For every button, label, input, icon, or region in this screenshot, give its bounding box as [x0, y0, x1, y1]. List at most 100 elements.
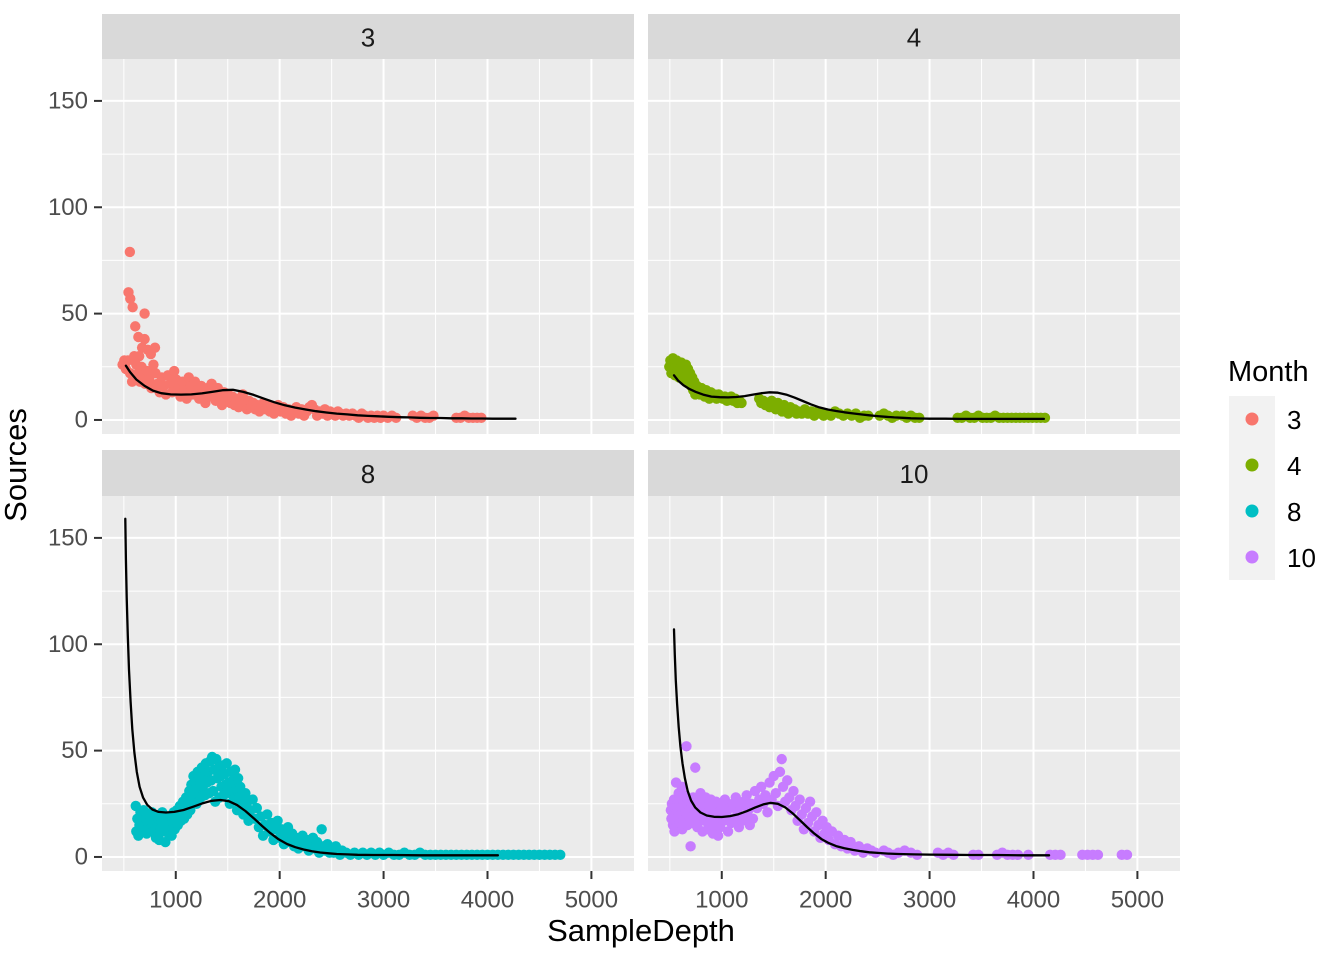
data-point	[782, 775, 793, 786]
data-point	[207, 785, 219, 797]
facet-4: 4	[648, 14, 1180, 434]
data-point	[1039, 412, 1051, 424]
panels-layer: 3 4 8 10	[102, 14, 1180, 871]
smooth-line	[124, 517, 500, 857]
axes-layer: 0 50 100 150 1000 2000 3000 4000 5000 0 50 100 150 10…	[48, 87, 1164, 913]
data-point	[124, 246, 136, 258]
panel-content	[665, 628, 1133, 861]
facet-strip-label: 10	[900, 459, 929, 489]
data-point	[555, 849, 566, 861]
data-point	[676, 781, 687, 792]
panel-background	[102, 59, 634, 434]
panel-content	[664, 353, 1051, 424]
data-point	[221, 758, 232, 769]
data-point	[770, 787, 782, 799]
x-tick-label: 5000	[565, 887, 618, 914]
data-point	[272, 815, 283, 827]
legend-item-label: 10	[1287, 543, 1316, 573]
y-tick-label: 100	[48, 631, 88, 658]
data-point	[160, 836, 171, 848]
data-point	[247, 794, 258, 805]
data-point	[794, 794, 805, 805]
facet-strip	[648, 14, 1180, 59]
legend-dot	[1245, 412, 1259, 426]
legend-dot	[1245, 504, 1259, 518]
y-tick-label: 100	[48, 194, 88, 221]
data-point	[144, 374, 155, 385]
legend-dot	[1245, 458, 1259, 472]
facet-strip-label: 4	[907, 23, 921, 53]
facet-strip	[102, 14, 634, 59]
data-point	[232, 773, 244, 784]
data-point	[756, 781, 767, 792]
data-point	[811, 807, 822, 818]
x-tick-label: 1000	[149, 887, 202, 914]
legend-item-label: 3	[1287, 405, 1301, 435]
data-point	[316, 824, 327, 835]
x-tick-label: 2000	[253, 887, 306, 914]
data-point	[712, 830, 724, 841]
legend-title: Month	[1228, 356, 1309, 388]
data-point	[762, 807, 773, 818]
y-tick-label: 50	[61, 737, 88, 764]
data-point	[139, 333, 150, 345]
x-tick-label: 4000	[1007, 887, 1060, 914]
y-tick-label: 150	[48, 87, 88, 114]
panel-background	[648, 59, 1180, 434]
data-point	[681, 741, 692, 752]
data-point	[148, 359, 159, 370]
data-point	[722, 826, 734, 837]
y-tick-label: 0	[75, 843, 88, 870]
legend-dot	[1245, 550, 1259, 564]
facet-strip	[648, 450, 1180, 496]
data-point	[141, 365, 153, 377]
x-tick-label: 3000	[903, 887, 956, 914]
x-tick-label: 1000	[695, 887, 748, 914]
facet-strip	[102, 450, 634, 496]
data-point	[139, 308, 150, 319]
x-tick-label: 2000	[799, 887, 852, 914]
data-point	[845, 836, 856, 848]
data-point	[736, 397, 747, 409]
data-point	[262, 809, 273, 820]
data-point	[741, 790, 752, 801]
y-tick-label: 0	[75, 406, 88, 433]
data-point	[804, 796, 816, 807]
data-point	[690, 762, 701, 773]
data-point	[1121, 849, 1133, 861]
y-axis-title: Sources	[0, 408, 33, 522]
data-point	[1055, 849, 1066, 861]
data-point	[127, 302, 138, 313]
data-point	[169, 365, 180, 377]
x-tick-label: 5000	[1111, 887, 1164, 914]
data-point	[229, 764, 241, 775]
data-point	[211, 753, 222, 765]
data-point	[730, 792, 742, 803]
data-point	[1092, 849, 1104, 861]
data-point	[685, 841, 696, 852]
facet-8: 8	[102, 450, 634, 871]
data-point	[240, 787, 251, 799]
facet-strip-label: 8	[361, 459, 375, 489]
x-axis-title: SampleDepth	[547, 913, 735, 948]
panel-content	[124, 517, 566, 861]
data-point	[776, 753, 787, 765]
data-point	[719, 794, 731, 805]
smooth-line	[672, 628, 1051, 857]
data-point	[129, 350, 140, 362]
data-point	[747, 813, 759, 824]
smooth-line	[124, 364, 517, 420]
panel-content	[117, 246, 517, 424]
facet-10: 10	[648, 450, 1180, 871]
data-point	[149, 342, 161, 353]
data-point	[428, 410, 439, 421]
legend: Month 3 4 8 10	[1228, 356, 1316, 580]
x-tick-label: 4000	[461, 887, 514, 914]
data-point	[125, 293, 136, 304]
data-point	[774, 766, 786, 778]
legend-item-label: 8	[1287, 497, 1301, 527]
data-point	[130, 321, 141, 332]
facet-strip-label: 3	[361, 23, 375, 53]
